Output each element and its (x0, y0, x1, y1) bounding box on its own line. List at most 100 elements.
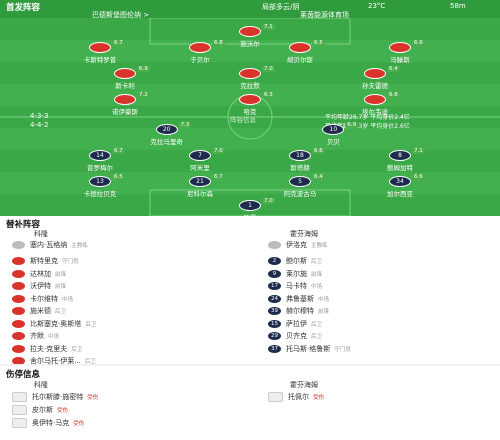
player-rating: 7.3 (178, 122, 192, 128)
sub-name: 舍尔马托·伊莱... (30, 357, 81, 365)
injury-row: 托佩尔 受伤 (268, 392, 324, 404)
coach-name: 伊洛克 (286, 241, 307, 249)
sub-name: 鲍尔斯 (286, 257, 307, 265)
pitch: 阵容信息 4-3-3 4-4-2 平均年龄26.7岁 平均身价2.4亿 平均年龄… (0, 18, 500, 222)
sub-icon: 17 (268, 282, 281, 290)
sub-position: 前锋 (311, 271, 323, 278)
sub-row: 达林加 前锋 (12, 269, 66, 281)
player-rating: 6.3 (262, 92, 275, 98)
injury-note: 受伤 (313, 395, 325, 401)
home-stats: 平均年龄26.7岁 平均身价2.4亿 (325, 114, 410, 121)
player-rating: 6.4 (312, 174, 325, 180)
sub-position: 后卫 (55, 309, 67, 315)
player-rating: 6.9 (345, 122, 359, 128)
player-name: 卡斯特罗普 (83, 56, 117, 64)
coach-icon (268, 241, 281, 249)
player-name: 阿米里 (190, 164, 210, 172)
player-marker: 13 (89, 176, 111, 187)
player-name: 尼科尔森 (187, 190, 213, 198)
sub-icon (12, 307, 25, 315)
injury-icon (12, 405, 27, 415)
player-rating: 6.5 (312, 40, 325, 46)
sub-position: 后卫 (71, 346, 83, 353)
player-rating: 7.1 (262, 24, 275, 30)
player-rating: 6.5 (112, 174, 125, 180)
sub-icon: 39 (268, 307, 281, 315)
sub-icon (12, 344, 25, 353)
sub-position: 后卫 (311, 334, 323, 340)
player-name: 孙夫雷德 (362, 82, 388, 90)
player-marker (364, 68, 386, 79)
player-marker (114, 94, 136, 105)
player-marker (239, 26, 261, 37)
home-team: 科隆 (34, 230, 48, 238)
sub-name: 拉夫·克里夫 (30, 344, 68, 353)
player-name: 施沃尔 (240, 40, 260, 48)
sub-row: 拉夫·克里夫 后卫 (12, 344, 82, 356)
player-rating: 6.7 (112, 148, 125, 154)
sub-row: 24 弗鲁基斯 中场 (268, 294, 329, 306)
player-marker (239, 68, 261, 79)
sub-row: 37 托马斯·格鲁斯 守门员 (268, 344, 351, 356)
player-name: 哈克 (243, 108, 257, 116)
player-rating: 7.2 (137, 92, 150, 98)
player-marker: 7 (189, 150, 211, 161)
sub-icon (12, 269, 25, 278)
player-marker: 10 (322, 124, 345, 135)
player-marker (364, 94, 386, 105)
coach-row: 伊洛克 主教练 (268, 240, 328, 252)
sub-row: 卡尔维特 中场 (12, 294, 73, 306)
sub-row: 29 贝齐克 后卫 (268, 331, 322, 343)
sub-row: 舍尔马托·伊莱... 后卫 (12, 356, 96, 368)
sub-position: 前锋 (55, 271, 67, 278)
player-name: 诺伊豪斯 (112, 108, 138, 116)
player-rating: 6.4 (387, 66, 400, 72)
sub-row: 2 鲍尔斯 后卫 (268, 256, 322, 268)
team-info[interactable]: 巴德斯堡图伦纳 > (92, 11, 150, 19)
sub-row: 斯特里克 守门员 (12, 256, 79, 268)
player-name: 贝贝 (326, 138, 340, 146)
sub-position: 中场 (62, 296, 74, 303)
player-marker (89, 42, 111, 53)
coach-name: 塞内·瓦格纳 (30, 241, 68, 249)
player-name: 马滕斯 (390, 56, 410, 64)
center-label: 阵容信息 (230, 116, 256, 124)
subs-title: 替补阵容 (6, 220, 41, 230)
home-formation: 4-3-3 (30, 112, 49, 120)
sub-icon: 9 (268, 269, 281, 278)
sub-position: 后卫 (85, 321, 97, 328)
player-marker: 5 (289, 176, 311, 187)
injury-row: 托尔斯滕·施密特 受伤 (12, 392, 98, 404)
player-name: 克拉马里奇 (150, 138, 183, 146)
sub-name: 弗鲁基斯 (286, 294, 314, 303)
player-name: 卡德拉贝克 (83, 190, 117, 198)
injury-note: 受伤 (73, 421, 85, 427)
player-rating: 6.6 (412, 40, 425, 46)
sub-icon: 2 (268, 257, 281, 265)
sub-icon: 37 (268, 344, 281, 353)
sub-name: 斯特里克 (30, 257, 58, 265)
player-rating: 6.7 (212, 174, 225, 180)
coach-row: 塞内·瓦格纳 主教练 (12, 240, 88, 252)
player-marker (114, 68, 136, 79)
player-name: 鲍曼 (243, 214, 257, 222)
sub-position: 前锋 (318, 309, 330, 315)
sub-name: 施米德 (30, 307, 51, 315)
divider (0, 364, 500, 366)
top-bar: 首发阵容 局部多云/阴 23°C 58m 巴德斯堡图伦纳 > 莱茵能源体育场 (0, 0, 500, 19)
player-rating: 6.6 (412, 174, 425, 180)
sub-row: 17 马卡特 中场 (268, 281, 322, 293)
player-rating: 6.8 (212, 40, 225, 46)
injury-row: 皮尔斯 受伤 (12, 405, 68, 417)
injury-name: 托尔斯滕·施密特 (32, 393, 84, 401)
sub-icon: 15 (268, 319, 281, 328)
sub-position: 后卫 (311, 321, 323, 328)
player-name: 埃尔韦迪 (362, 108, 388, 116)
sub-row: 齐默 中场 (12, 331, 59, 343)
sub-row: 15 萨拉伊 后卫 (268, 319, 322, 331)
player-marker (289, 42, 311, 53)
player-rating: 6.7 (112, 40, 125, 46)
sub-position: 中场 (318, 296, 330, 303)
player-rating: 7.0 (262, 66, 275, 72)
